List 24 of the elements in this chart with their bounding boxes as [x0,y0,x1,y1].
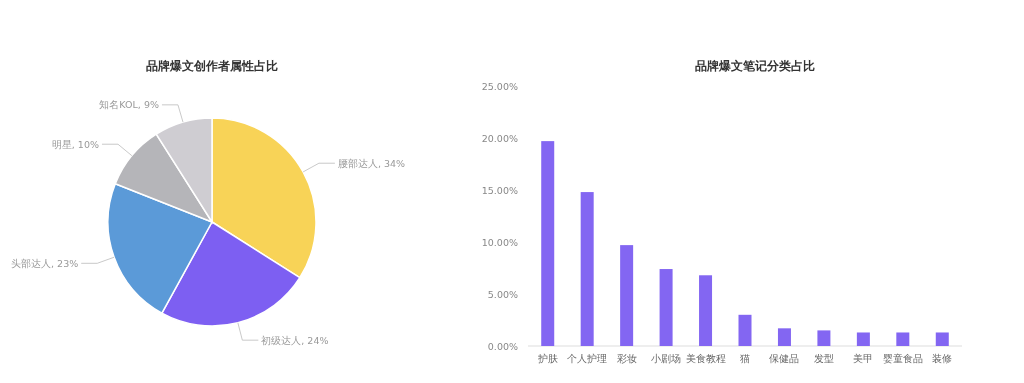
x-tick-label: 彩妆 [616,353,637,364]
slice-label: 腰部达人, 34% [337,157,406,169]
slice-label: 初级达人, 24% [261,334,329,346]
y-tick-label: 20.00% [481,132,518,144]
chart-title: 品牌爆文笔记分类占比 [695,59,815,73]
slice-label: 知名KOL, 9% [99,99,159,111]
slice-label: 头部达人, 23% [11,257,79,269]
y-tick-label: 5.00% [487,288,518,300]
y-tick-label: 15.00% [481,184,518,196]
slice-label: 明星, 10% [51,138,99,150]
x-tick-label: 护肤 [536,353,558,364]
x-tick-label: 发型 [813,353,834,364]
x-tick-label: 个人护理 [567,353,608,364]
x-tick-label: 小剧场 [651,353,682,364]
x-tick-label: 美甲 [853,353,874,364]
x-tick-label: 美食教程 [685,353,726,364]
y-tick-label: 0.00% [487,340,518,352]
y-tick-label: 10.00% [481,236,518,248]
x-tick-label: 装修 [932,353,953,364]
x-tick-label: 保健品 [769,353,800,364]
chart-title: 品牌爆文创作者属性占比 [146,59,278,73]
x-tick-label: 猫 [740,353,750,364]
x-tick-label: 婴童食品 [882,353,923,364]
y-tick-label: 25.00% [481,80,518,92]
